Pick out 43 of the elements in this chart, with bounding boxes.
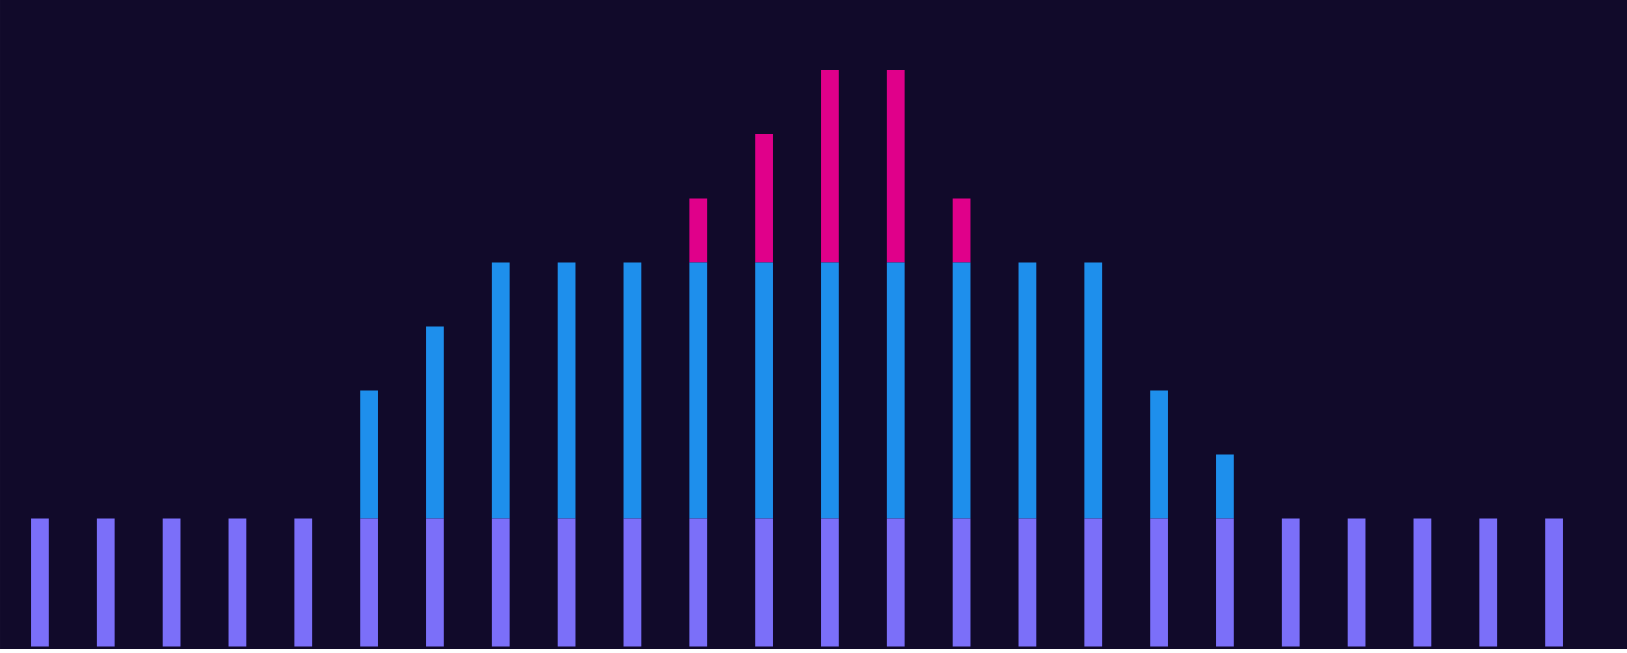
bar [557, 262, 576, 519]
bar [952, 262, 971, 519]
bar [623, 262, 642, 519]
bar [491, 518, 510, 647]
bar [1084, 262, 1103, 519]
bar [1545, 518, 1563, 647]
bar [162, 518, 181, 647]
bar [821, 262, 839, 519]
bar [886, 262, 905, 519]
bar [623, 518, 642, 647]
bar [1018, 262, 1037, 519]
bar [294, 518, 313, 647]
bar [1018, 518, 1037, 647]
bar [1150, 390, 1168, 519]
bar [96, 518, 115, 647]
bar [1216, 454, 1234, 519]
bar [952, 518, 971, 647]
bar [31, 518, 49, 647]
bar [1084, 518, 1103, 647]
bar [360, 390, 378, 519]
bar [491, 262, 510, 519]
bar [886, 69, 905, 263]
bar [755, 518, 773, 647]
bar [426, 326, 444, 519]
bar [1347, 518, 1366, 647]
bar [1216, 518, 1234, 647]
bar [755, 133, 773, 263]
bar [557, 518, 576, 647]
bar [689, 198, 708, 263]
bar [689, 518, 708, 647]
bar [360, 518, 378, 647]
bar [1281, 518, 1300, 647]
bar [228, 518, 247, 647]
bar [1479, 518, 1498, 647]
bar [821, 69, 839, 263]
bar [952, 198, 971, 263]
bar [426, 518, 444, 647]
bar [886, 518, 905, 647]
bar [1413, 518, 1432, 647]
bar [755, 262, 773, 519]
bar [1150, 518, 1168, 647]
bar [689, 262, 708, 519]
bar [821, 518, 839, 647]
